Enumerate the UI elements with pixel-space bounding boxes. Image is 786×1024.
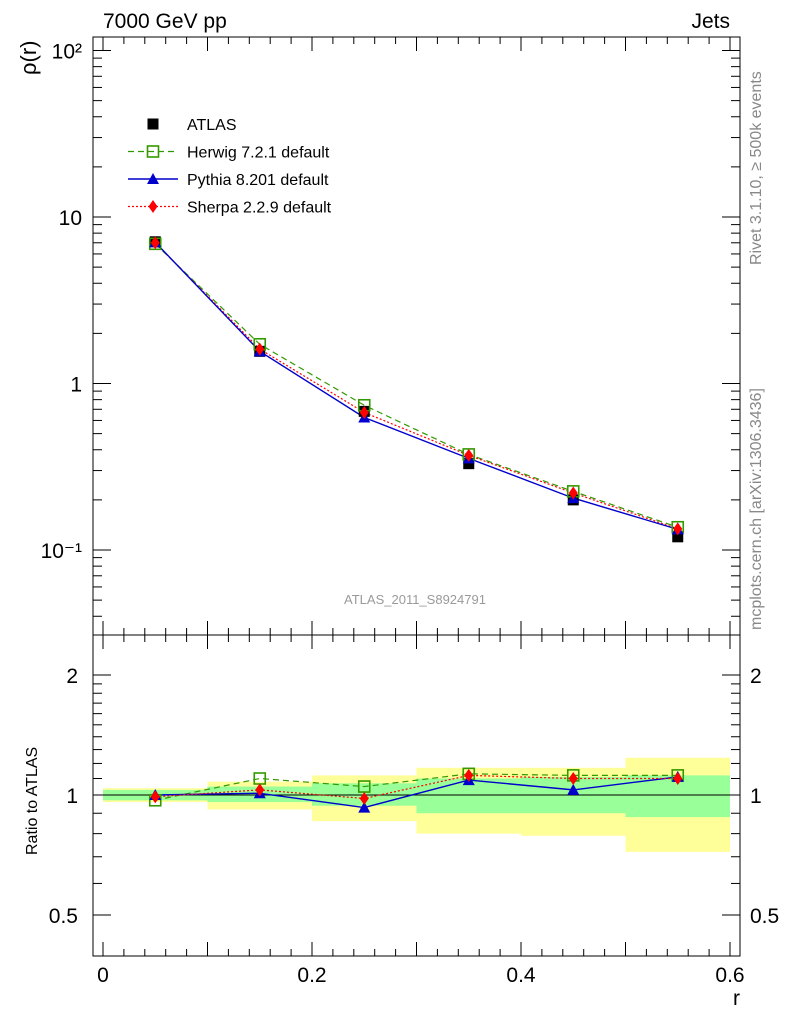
x-axis-title: r [733,987,740,1010]
legend-marker [146,145,160,158]
legend-label: Herwig 7.2.1 default [187,145,330,162]
series-line-sherpa [154,242,678,530]
legend-label: Sherpa 2.2.9 default [187,200,332,217]
legend-marker [148,200,158,213]
ratio-point-sherpa [150,790,160,804]
x-tick-label: 0.6 [715,964,744,987]
ratio-line-herwig [155,773,678,801]
analysis-watermark: ATLAS_2011_S8924791 [344,592,486,607]
series-line-pythia [154,241,678,531]
header-right-label: Jets [691,10,730,33]
data-point-atlas [463,458,475,470]
data-point-sherpa [359,405,369,419]
top-panel-series [148,236,685,543]
mcplots-label: mcplots.cern.ch [arXiv:1306.3436] [748,388,765,630]
ratio-point-pythia [358,801,371,813]
top-y-tick-label: 1 [70,374,82,397]
ratio-point-pythia [567,783,580,795]
ratio-point-sherpa [673,771,683,785]
uncertainty-bands [103,757,730,852]
bottom-y-tick-label-left: 2 [66,665,78,688]
ratio-point-sherpa [359,791,369,805]
ratio-point-sherpa [255,783,265,797]
ratio-point-sherpa [464,768,474,782]
series-line-herwig [154,243,678,528]
legend-label: ATLAS [187,117,237,134]
top-y-tick-label: 10⁻¹ [41,540,82,563]
ratio-point-sherpa [568,771,578,785]
bottom-y-axis-title: Ratio to ATLAS [24,747,41,855]
data-point-sherpa [255,342,265,356]
data-point-sherpa [568,486,578,500]
legend-label: Pythia 8.201 default [187,172,329,189]
data-point-sherpa [464,448,474,462]
bottom-panel-series [148,767,685,813]
data-point-sherpa [673,522,683,536]
top-y-tick-label: 10 [59,207,82,230]
top-y-axis-title: ρ(r) [16,41,41,76]
legend-marker [147,173,159,184]
data-point-atlas [672,531,684,543]
header-left-label: 7000 GeV pp [103,10,227,33]
legend: ATLAS Herwig 7.2.1 default Pythia 8.201 de… [128,117,332,217]
x-tick-label: 0 [97,964,109,987]
data-point-sherpa [150,236,160,250]
bottom-y-tick-label-right: 0.5 [750,905,779,928]
bottom-y-tick-label-right: 1 [750,785,762,808]
bottom-y-tick-label-left: 0.5 [49,905,78,928]
legend-marker [147,118,159,130]
x-tick-label: 0.2 [297,964,326,987]
axis-ticks [93,37,740,956]
axis-tick-labels: 0 0.2 0.4 0.6 10⁻¹ 1 10 10² 0.5 0.5 1 1 2 2 [41,41,780,988]
ratio-line-pythia [155,776,678,809]
x-tick-label: 0.4 [506,964,536,987]
rivet-label: Rivet 3.1.10, ≥ 500k events [748,71,765,265]
bottom-y-tick-label-right: 2 [750,665,762,688]
top-y-tick-label: 10² [52,41,82,64]
bottom-y-tick-label-left: 1 [66,785,78,808]
